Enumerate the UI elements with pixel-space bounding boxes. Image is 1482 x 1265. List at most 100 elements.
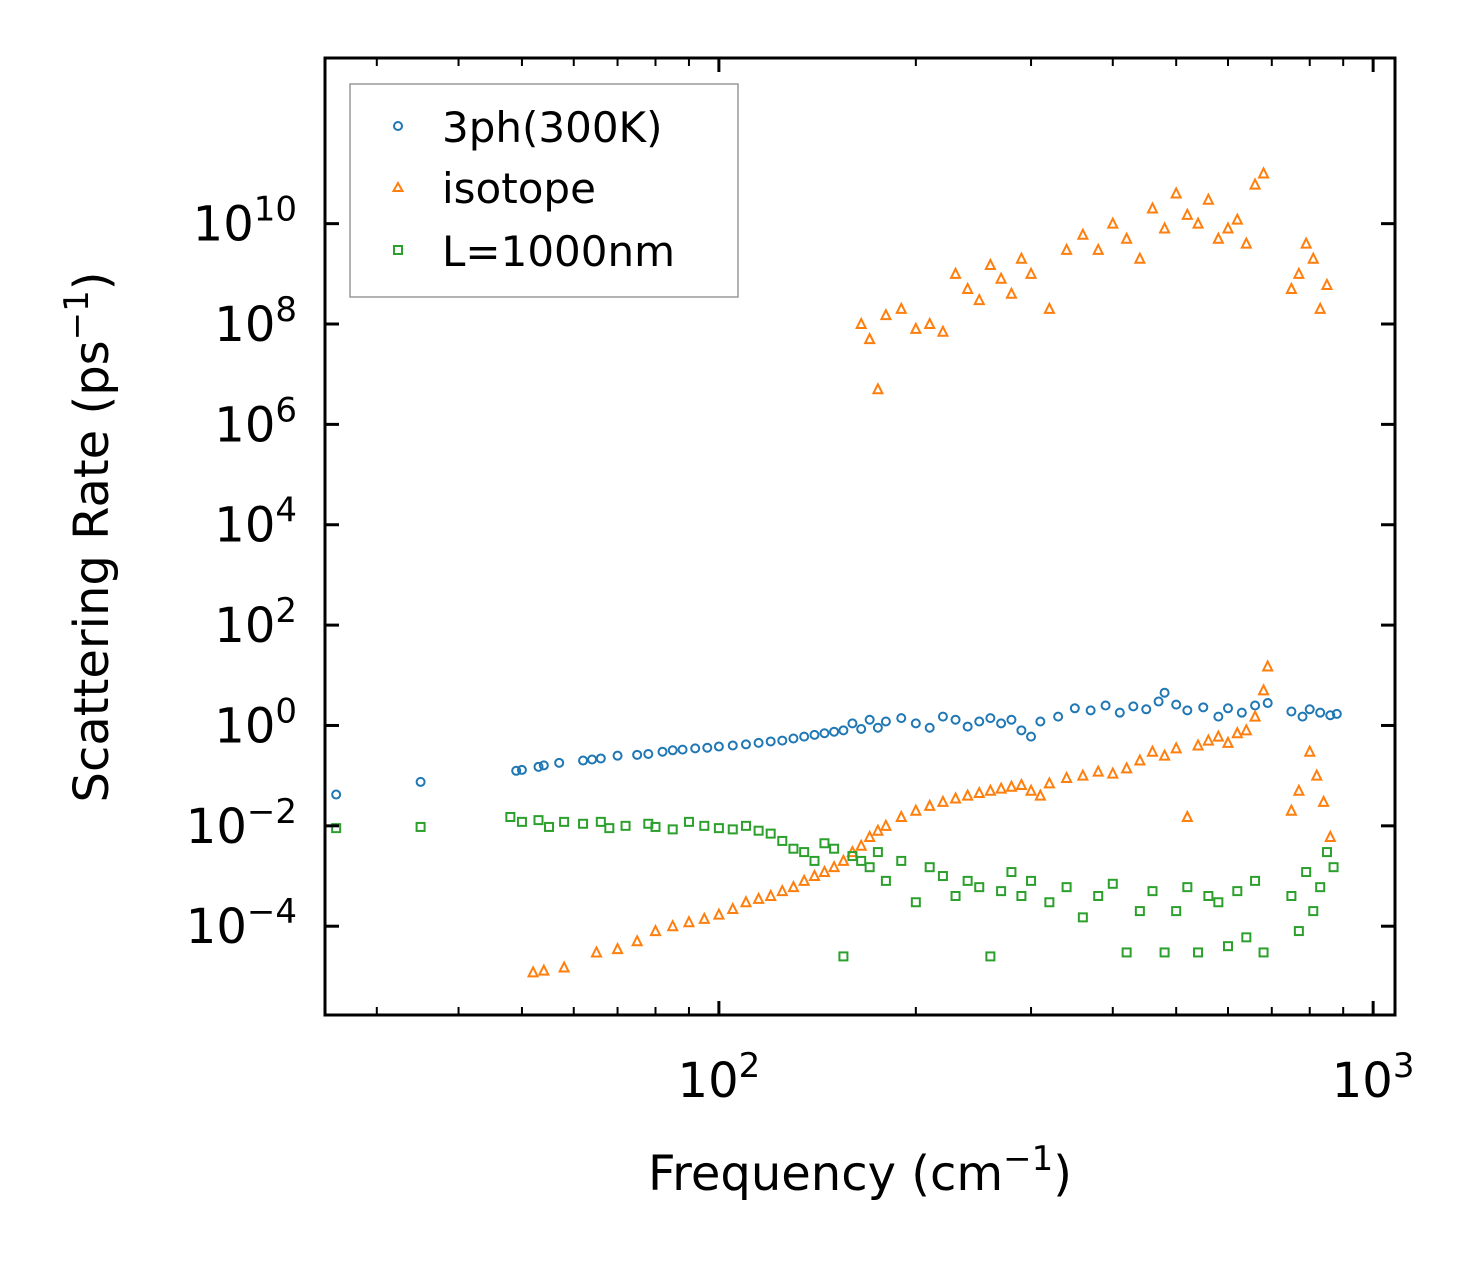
data-point xyxy=(1303,744,1316,757)
data-point xyxy=(1317,794,1330,807)
data-point xyxy=(910,718,921,729)
data-point xyxy=(1324,829,1337,842)
data-point xyxy=(1146,201,1159,214)
data-point xyxy=(1231,212,1244,225)
data-point xyxy=(587,754,598,765)
data-point xyxy=(415,821,426,832)
y-tick-label: 102 xyxy=(214,591,297,654)
data-point xyxy=(973,785,986,799)
data-point xyxy=(331,789,342,800)
data-point xyxy=(962,875,973,886)
data-point xyxy=(1128,701,1139,712)
data-point xyxy=(1191,216,1205,229)
data-point xyxy=(657,746,668,757)
data-point xyxy=(667,745,678,756)
y-tick-label: 104 xyxy=(214,491,297,554)
data-point xyxy=(1193,947,1204,958)
data-point xyxy=(631,934,644,947)
data-point xyxy=(872,722,883,733)
data-point xyxy=(838,951,849,962)
data-point xyxy=(331,823,342,834)
data-point xyxy=(1043,301,1056,314)
data-point xyxy=(1076,227,1089,240)
data-point xyxy=(702,742,713,753)
data-point xyxy=(1035,716,1046,727)
data-point xyxy=(985,713,996,724)
data-point xyxy=(1147,886,1158,897)
series-isotope xyxy=(526,166,1337,978)
data-point xyxy=(1060,770,1073,783)
data-point xyxy=(895,809,908,822)
data-point xyxy=(712,907,726,920)
data-point xyxy=(1292,783,1305,796)
data-point xyxy=(699,820,710,831)
data-point xyxy=(809,729,820,740)
data-point xyxy=(1182,705,1193,716)
data-point xyxy=(924,722,935,733)
data-point xyxy=(819,728,830,739)
data-point xyxy=(949,266,962,279)
data-point xyxy=(1170,741,1183,754)
data-point xyxy=(643,749,654,760)
data-point xyxy=(856,855,867,866)
data-point xyxy=(996,718,1007,729)
data-point xyxy=(511,765,522,776)
y-tick-label: 106 xyxy=(214,390,297,453)
data-point xyxy=(961,788,974,801)
data-point xyxy=(1005,286,1018,299)
data-point xyxy=(690,743,701,754)
data-point xyxy=(879,307,893,321)
data-point xyxy=(612,750,623,761)
data-point xyxy=(1310,768,1323,781)
data-point xyxy=(936,794,950,807)
data-point xyxy=(787,879,800,893)
data-point xyxy=(1307,251,1320,264)
data-point xyxy=(650,821,661,832)
data-point xyxy=(923,316,936,330)
data-point xyxy=(1222,941,1233,952)
data-point xyxy=(879,818,893,831)
data-point xyxy=(818,864,831,878)
data-point xyxy=(1203,890,1214,901)
data-point xyxy=(895,301,908,314)
data-point xyxy=(994,271,1008,284)
data-point xyxy=(923,798,936,811)
data-point xyxy=(896,713,907,724)
data-point xyxy=(809,855,820,866)
data-point xyxy=(985,951,996,962)
legend-label-isotope: isotope xyxy=(442,164,596,213)
data-point xyxy=(949,791,962,804)
data-point xyxy=(559,816,570,827)
data-point xyxy=(682,914,696,928)
data-point xyxy=(1016,725,1027,736)
data-point xyxy=(871,382,885,395)
data-point xyxy=(1221,735,1235,748)
data-point xyxy=(910,897,921,908)
data-point xyxy=(1300,236,1313,249)
data-point xyxy=(1146,744,1159,757)
data-point xyxy=(974,716,985,727)
data-point xyxy=(776,883,789,897)
data-point xyxy=(1231,726,1244,739)
data-point xyxy=(611,941,624,955)
data-point xyxy=(1202,192,1215,205)
data-point xyxy=(1053,711,1064,722)
data-point xyxy=(649,923,662,937)
data-point xyxy=(740,739,751,750)
x-tick-label: 102 xyxy=(678,1046,761,1109)
data-point xyxy=(554,757,565,768)
data-point xyxy=(1171,699,1182,710)
legend-marker-isotope xyxy=(391,180,405,192)
data-point xyxy=(516,764,527,775)
y-tick-label: 108 xyxy=(214,290,297,353)
data-point xyxy=(765,736,776,747)
data-point xyxy=(415,776,426,787)
data-point xyxy=(880,875,891,886)
data-point xyxy=(829,843,840,854)
data-point xyxy=(1331,708,1342,719)
data-point xyxy=(1297,711,1308,722)
data-point xyxy=(753,737,764,748)
data-point xyxy=(1314,301,1327,314)
data-point xyxy=(683,816,694,827)
data-point xyxy=(1069,703,1080,714)
